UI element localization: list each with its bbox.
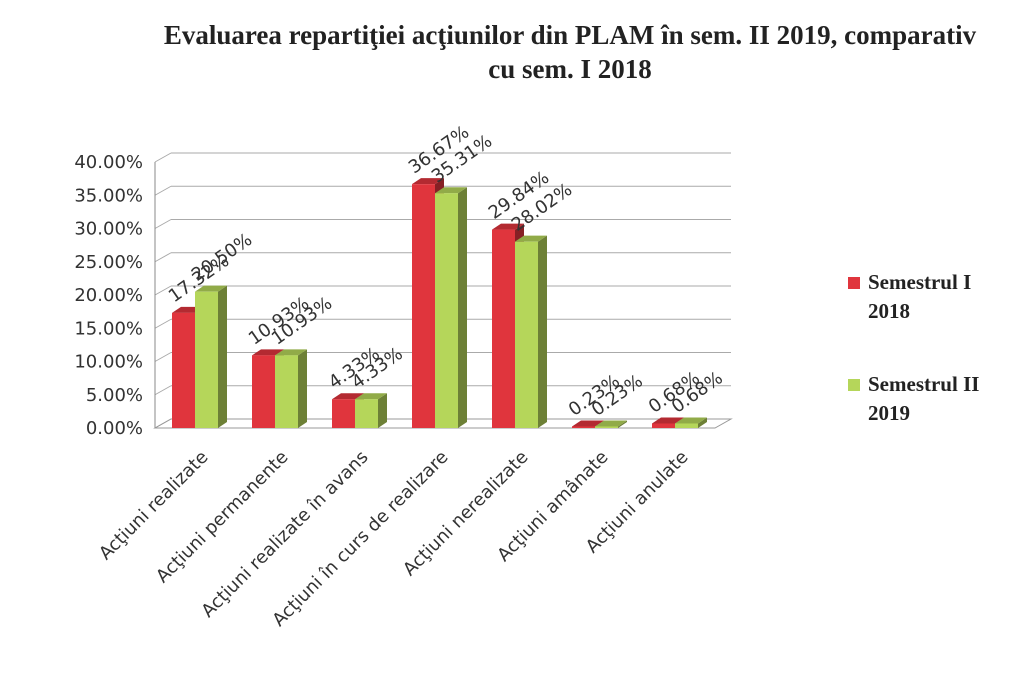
y-tick-label: 5.00% [86, 385, 143, 406]
y-tick-label: 20.00% [74, 285, 143, 306]
grid-line [154, 318, 172, 329]
chart-title: Evaluarea repartiţiei acţiunilor din PLA… [163, 20, 977, 84]
y-tick-label: 35.00% [74, 185, 143, 206]
bar [435, 187, 467, 428]
y-tick-label: 40.00% [74, 152, 143, 173]
legend-label: Semestrul II 2019 [868, 372, 980, 425]
bar [195, 285, 227, 428]
grid-line [154, 185, 172, 196]
y-tick-label: 15.00% [74, 318, 143, 339]
grid-line [154, 385, 172, 396]
y-tick-label: 25.00% [74, 252, 143, 273]
x-tick-label: Acţiuni realizate în avans [197, 447, 372, 622]
y-tick-label: 10.00% [74, 352, 143, 373]
data-label: 20.50% [188, 229, 256, 286]
grid-line [154, 152, 172, 163]
legend-swatch [848, 379, 860, 391]
legend-swatch [848, 277, 860, 289]
bar [595, 420, 627, 428]
grid-line [154, 219, 172, 229]
y-tick-label: 30.00% [74, 219, 143, 240]
bar [515, 235, 547, 428]
legend-label: Semestrul I 2018 [868, 270, 972, 323]
grid-line [154, 352, 172, 362]
bar [275, 349, 307, 428]
y-tick-label: 0.00% [86, 418, 143, 439]
grid-line [154, 285, 172, 296]
bar [355, 393, 387, 428]
x-tick-label: Acţiuni permanente [152, 447, 292, 587]
bar [675, 417, 707, 428]
grid-line [154, 252, 172, 263]
